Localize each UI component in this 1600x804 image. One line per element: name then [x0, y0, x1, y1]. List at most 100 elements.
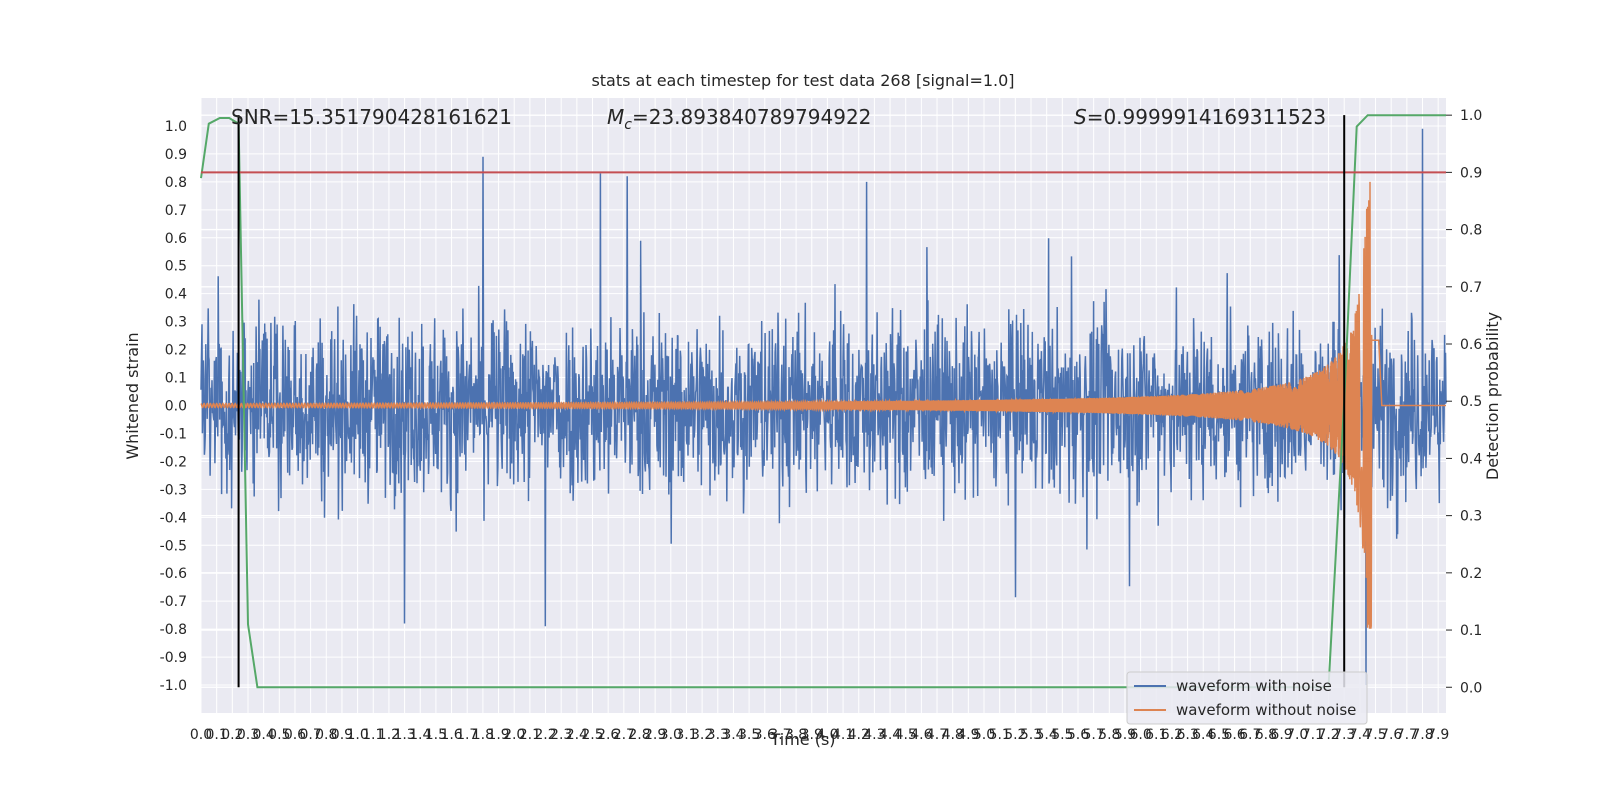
y-tick-label: -0.1 [160, 426, 187, 442]
legend-label-clean: waveform without noise [1176, 701, 1356, 719]
x-tick-label: 3.6 [754, 727, 776, 743]
y-tick-label: 0.3 [165, 315, 187, 331]
x-tick-label: 0.7 [299, 727, 321, 743]
y-tick-label: 0.0 [165, 399, 187, 415]
x-tick-label: 4.3 [863, 727, 885, 743]
x-tick-label: 0.4 [253, 727, 275, 743]
x-tick-label: 2.9 [644, 727, 666, 743]
y2-tick-label: 0.2 [1460, 566, 1482, 582]
y2-tick-label: 0.9 [1460, 165, 1482, 181]
x-tick-label: 2.6 [597, 727, 619, 743]
chirp-mass-value: =23.893840789794922 [632, 105, 871, 129]
x-tick-label: 0.1 [206, 727, 228, 743]
x-tick-label: 6.2 [1161, 727, 1183, 743]
x-tick-label: 6.0 [1129, 727, 1151, 743]
x-tick-label: 0.0 [190, 727, 212, 743]
reference-lines [201, 115, 1446, 688]
y-tick-label: 0.6 [165, 231, 187, 247]
x-tick-label: 6.5 [1208, 727, 1230, 743]
y-tick-label: -0.9 [160, 650, 187, 666]
x-tick-label: 5.2 [1004, 727, 1026, 743]
x-tick-label: 3.8 [785, 727, 807, 743]
y2-tick-label: 0.4 [1460, 451, 1482, 467]
x-tick-label: 3.2 [691, 727, 713, 743]
x-axis-label: Time (s) [769, 730, 835, 749]
x-tick-label: 6.3 [1176, 727, 1198, 743]
y-axis-label: Whitened strain [123, 332, 142, 459]
x-tick-label: 1.4 [409, 727, 431, 743]
legend: waveform with noise waveform without noi… [1126, 671, 1368, 725]
x-tick-label: 6.1 [1145, 727, 1167, 743]
x-tick-label: 7.1 [1302, 727, 1324, 743]
legend-box [1126, 671, 1368, 725]
y-tick-label: -0.8 [160, 622, 187, 638]
x-tick-label: 2.5 [581, 727, 603, 743]
x-tick-label: 5.0 [973, 727, 995, 743]
x-tick-label: 4.6 [910, 727, 932, 743]
chirp-mass-subscript: c [624, 117, 632, 133]
y-tick-label: 0.9 [165, 147, 187, 163]
x-tick-label: 1.0 [346, 727, 368, 743]
clean-waveform-line [200, 181, 1446, 629]
x-tick-label: 1.9 [487, 727, 509, 743]
x-tick-label: 6.4 [1192, 727, 1214, 743]
x-tick-label: 0.6 [284, 727, 306, 743]
x-tick-label: 1.8 [472, 727, 494, 743]
x-tick-label: 2.1 [519, 727, 541, 743]
y2-tick-label: 0.6 [1460, 337, 1482, 353]
y-tick-label: -0.7 [160, 594, 187, 610]
x-tick-label: 4.8 [942, 727, 964, 743]
legend-label-noisy: waveform with noise [1176, 677, 1332, 695]
x-tick-label: 1.7 [456, 727, 478, 743]
x-tick-label: 2.8 [628, 727, 650, 743]
x-tick-label: 2.3 [550, 727, 572, 743]
chirp-mass-symbol: M [607, 105, 624, 129]
y-tick-label: -0.6 [160, 566, 187, 582]
x-tick-label: 0.8 [315, 727, 337, 743]
clean-waveform-series [200, 181, 1446, 629]
y2-tick-label: 0.1 [1460, 623, 1482, 639]
y-tick-label: -1.0 [160, 678, 187, 694]
y-tick-label: 0.8 [165, 175, 187, 191]
y2-tick-label: 1.0 [1460, 108, 1482, 124]
x-tick-label: 7.7 [1396, 727, 1418, 743]
y2-tick-label: 0.3 [1460, 509, 1482, 525]
x-tick-label: 3.9 [801, 727, 823, 743]
x-tick-label: 5.1 [989, 727, 1011, 743]
y-tick-label: -0.5 [160, 538, 187, 554]
detection-probability-line [200, 114, 1446, 689]
x-tick-label: 3.1 [675, 727, 697, 743]
x-tick-label: 4.0 [816, 727, 838, 743]
y2-tick-label: 0.0 [1460, 680, 1482, 696]
x-tick-label: 3.4 [722, 727, 744, 743]
x-tick-label: 0.9 [331, 727, 353, 743]
x-tick-label: 1.5 [425, 727, 447, 743]
y-tick-label: 0.7 [165, 203, 187, 219]
x-tick-label: 5.8 [1098, 727, 1120, 743]
x-tick-label: 2.4 [566, 727, 588, 743]
x-tick-label: 7.3 [1333, 727, 1355, 743]
x-tick-label: 6.6 [1223, 727, 1245, 743]
x-tick-label: 4.5 [895, 727, 917, 743]
x-tick-label: 6.9 [1270, 727, 1292, 743]
x-tick-label: 4.2 [848, 727, 870, 743]
x-tick-label: 1.3 [393, 727, 415, 743]
score-annotation: S=0.9999914169311523 [1074, 105, 1326, 129]
x-tick-label: 1.6 [440, 727, 462, 743]
x-tick-label: 4.1 [832, 727, 854, 743]
y-tick-label: 0.1 [165, 371, 187, 387]
x-tick-label: 7.4 [1349, 727, 1371, 743]
x-tick-label: 4.9 [957, 727, 979, 743]
y2-tick-label: 0.8 [1460, 223, 1482, 239]
x-tick-label: 5.3 [1020, 727, 1042, 743]
x-tick-label: 5.7 [1083, 727, 1105, 743]
x-tick-label: 6.7 [1239, 727, 1261, 743]
x-tick-label: 5.4 [1036, 727, 1058, 743]
x-tick-label: 3.5 [738, 727, 760, 743]
x-tick-label: 7.9 [1427, 727, 1449, 743]
axis-ticks: 0.00.10.20.30.40.50.60.70.80.91.01.11.21… [160, 108, 1483, 743]
y-tick-label: 0.4 [165, 287, 187, 303]
x-tick-label: 4.7 [926, 727, 948, 743]
